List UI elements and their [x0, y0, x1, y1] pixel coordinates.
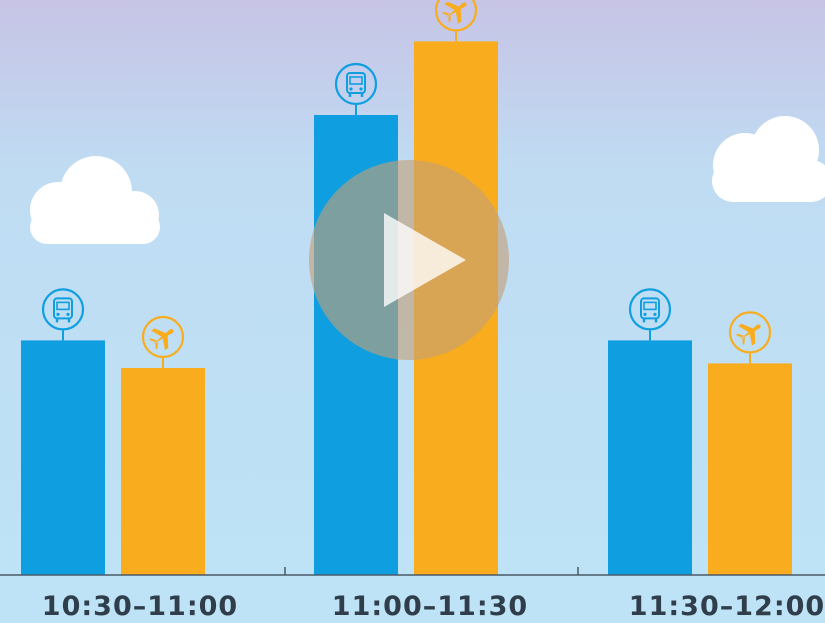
bus-window: [56, 301, 70, 311]
cloud-right: [712, 116, 825, 202]
bus-icon: [41, 288, 85, 331]
plane-icon: [728, 311, 772, 354]
bar-group-1-3: [608, 288, 692, 575]
bus-icon: [628, 288, 672, 331]
plane-shape: [735, 323, 761, 346]
x-tick-label-3: 11:30–12:00: [629, 591, 825, 622]
plane-wing: [749, 330, 756, 346]
plane-icon: [141, 315, 185, 359]
plane-wing: [151, 328, 167, 337]
plane-shape: [148, 328, 174, 351]
plane-tail: [155, 341, 158, 350]
bus-icon-ring: [628, 288, 672, 331]
bus-light: [643, 312, 647, 316]
plane-icon-ring: [728, 311, 772, 354]
play-button[interactable]: [309, 160, 509, 360]
bus-icon-ring: [334, 62, 378, 106]
bar-plane-3: [708, 363, 792, 575]
bar-bus-3: [608, 340, 692, 575]
bar-bus-1: [21, 340, 105, 575]
bus-light: [66, 312, 70, 316]
bar-group-2-1: [121, 315, 205, 575]
bar-group-2-3: [708, 311, 792, 575]
plane-tail: [148, 338, 157, 342]
bus-light: [56, 312, 60, 316]
play-icon: [384, 213, 466, 307]
x-tick-label-2: 11:00–11:30: [332, 591, 528, 622]
plane-fuselage: [445, 2, 467, 18]
bus-light: [653, 312, 657, 316]
bar-group-1-1: [21, 288, 105, 575]
plane-tail: [735, 333, 744, 338]
bus-body: [346, 72, 366, 94]
bus-icon: [334, 62, 378, 106]
plane-wing: [444, 1, 460, 11]
cloud-left: [30, 156, 160, 244]
plane-icon-ring: [434, 0, 478, 32]
bus-body: [53, 297, 73, 320]
plane-wing: [162, 334, 169, 351]
bus-window: [349, 76, 363, 85]
plane-tail: [742, 337, 745, 345]
x-tick-label-1: 10:30–11:00: [42, 591, 238, 622]
plane-icon: [434, 0, 478, 32]
bus-window: [643, 301, 657, 311]
plane-wing: [738, 323, 754, 333]
bus-icon-ring: [41, 288, 85, 331]
plane-fuselage: [739, 324, 761, 340]
bus-body: [640, 297, 660, 320]
plane-tail: [448, 15, 451, 23]
plane-icon-ring: [141, 315, 185, 359]
bus-light: [349, 87, 353, 91]
plane-shape: [441, 1, 467, 24]
plane-wing: [455, 8, 462, 24]
bus-light: [359, 87, 363, 91]
plane-fuselage: [152, 328, 174, 345]
bar-plane-1: [121, 368, 205, 575]
plane-tail: [441, 11, 450, 16]
